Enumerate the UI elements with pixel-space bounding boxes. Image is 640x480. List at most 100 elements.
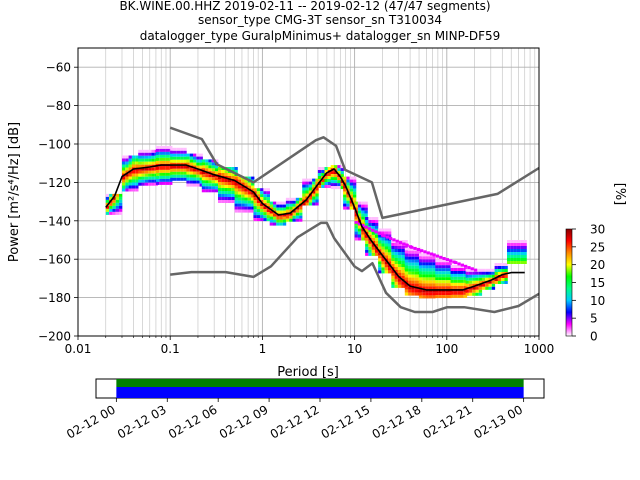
ppd-cell <box>428 295 433 299</box>
ppd-cell <box>488 268 492 272</box>
ppd-cell <box>292 203 296 207</box>
ppd-cell <box>282 216 287 220</box>
ppd-cell <box>391 258 395 261</box>
ppd-cell <box>425 292 429 296</box>
ppd-cell <box>454 261 458 265</box>
ppd-cell <box>354 207 358 211</box>
ppd-cell <box>135 185 139 189</box>
ppd-cell <box>516 252 521 255</box>
ppd-cell <box>109 205 113 209</box>
ppd-cell <box>354 237 358 241</box>
ppd-cell <box>378 270 382 274</box>
ppd-cell <box>224 200 228 203</box>
ppd-cell <box>302 178 306 182</box>
ppd-cell <box>334 180 338 184</box>
ppd-cell <box>122 188 126 192</box>
ppd-cell <box>211 159 215 163</box>
ppd-cell <box>441 292 446 296</box>
ppd-cell <box>365 246 369 250</box>
ppd-cell <box>241 179 245 183</box>
ppd-cell <box>260 206 264 210</box>
ppd-cell <box>241 197 245 201</box>
ppd-cell <box>371 231 375 235</box>
ppd-cell <box>365 237 369 241</box>
ppd-cell <box>375 217 379 220</box>
ppd-cell <box>448 265 452 269</box>
ppd-cell <box>516 261 521 264</box>
ppd-cell <box>438 283 442 287</box>
ppd-cell <box>170 156 174 160</box>
ppd-cell <box>349 194 353 198</box>
ppd-cell <box>266 203 270 207</box>
ppd-cell <box>364 201 368 205</box>
ppd-cell <box>141 149 145 153</box>
ppd-cell <box>501 275 505 278</box>
ppd-cell <box>215 171 219 175</box>
ppd-cell <box>460 273 464 277</box>
ppd-cell <box>247 200 252 204</box>
ppd-cell <box>128 158 132 162</box>
ppd-cell <box>159 154 163 158</box>
ppd-cell <box>208 180 212 184</box>
ppd-cell <box>419 292 423 296</box>
ppd-cell <box>501 278 505 281</box>
ppd-cell <box>361 207 365 211</box>
ppd-cell <box>507 246 511 249</box>
ppd-cell <box>343 194 347 198</box>
ppd-cell <box>375 249 379 253</box>
ppd-cell <box>295 197 300 201</box>
ppd-cell <box>357 210 362 214</box>
ppd-cell <box>391 243 395 246</box>
ppd-cell <box>520 252 524 255</box>
ppd-cell <box>414 250 418 254</box>
ppd-cell <box>354 225 358 229</box>
ppd-cell <box>404 259 409 263</box>
ppd-cell <box>349 176 353 180</box>
ppd-cell <box>429 252 434 256</box>
ppd-cell <box>148 176 152 180</box>
ppd-cell <box>234 188 238 192</box>
ppd-cell <box>199 162 203 166</box>
ppd-cell <box>241 182 245 186</box>
ppd-cell <box>159 169 163 173</box>
ppd-cell <box>365 234 369 238</box>
ppd-cell <box>445 295 449 299</box>
ppd-cell <box>368 217 372 220</box>
ppd-cell <box>224 182 228 185</box>
ppd-cell <box>497 281 502 284</box>
ppd-cell <box>199 171 203 175</box>
ppd-cell <box>457 282 461 286</box>
ppd-cell <box>343 179 347 183</box>
ppd-cell <box>148 161 152 165</box>
ppd-cell <box>330 183 334 187</box>
ppd-cell <box>361 237 365 241</box>
ppd-cell <box>165 151 170 155</box>
ppd-cell <box>148 179 152 183</box>
ppd-cell <box>441 286 446 290</box>
ppd-cell <box>165 178 170 182</box>
chart-title-line-2: sensor_type CMG-3T sensor_sn T310034 <box>198 13 442 27</box>
ppd-cell <box>162 148 166 152</box>
ppd-cell <box>260 197 264 201</box>
ppd-cell <box>449 259 453 263</box>
ppd-cell <box>141 155 145 159</box>
ppd-cell <box>404 292 409 296</box>
ppd-cell <box>324 179 328 182</box>
ppd-cell <box>354 204 358 208</box>
ppd-cell <box>251 188 255 192</box>
ppd-cell <box>441 283 446 287</box>
ppd-cell <box>237 206 242 210</box>
ppd-cell <box>411 274 415 278</box>
ppd-cell <box>388 243 392 247</box>
ppd-cell <box>305 187 309 191</box>
ppd-cell <box>256 203 261 207</box>
ppd-cell <box>196 183 200 187</box>
ppd-cell <box>180 153 184 157</box>
ppd-cell <box>186 162 190 166</box>
ppd-cell <box>494 269 498 272</box>
ppd-cell <box>460 294 464 298</box>
y-tick-label: −200 <box>38 330 71 344</box>
ppd-cell <box>119 208 123 212</box>
ppd-cell <box>285 200 290 204</box>
ppd-cell <box>481 286 486 290</box>
